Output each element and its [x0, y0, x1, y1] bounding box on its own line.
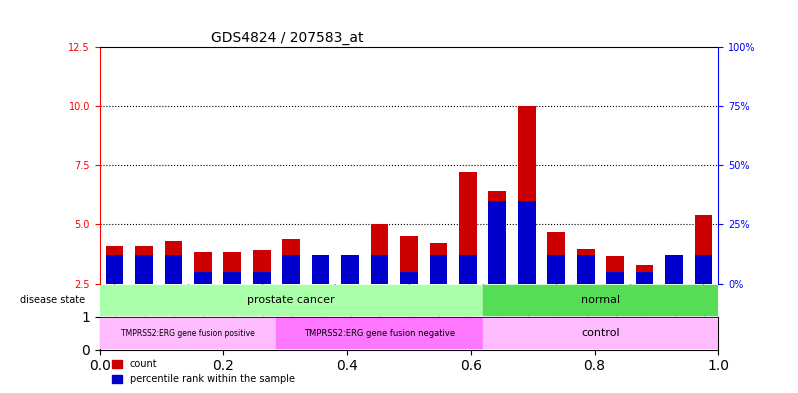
Text: control: control [581, 328, 620, 338]
Text: prostate cancer: prostate cancer [247, 295, 335, 305]
Bar [459, 255, 476, 284]
Bar [282, 239, 300, 284]
Bar [371, 224, 389, 284]
Bar [282, 255, 300, 284]
Bar [312, 255, 330, 284]
Text: normal: normal [581, 295, 620, 305]
Bar [636, 264, 654, 284]
Bar [400, 236, 418, 284]
Bar [547, 231, 565, 284]
Bar [483, 285, 718, 315]
Bar [518, 106, 535, 284]
Bar [194, 272, 211, 284]
Bar [100, 318, 276, 348]
Legend: count, percentile rank within the sample: count, percentile rank within the sample [109, 356, 299, 388]
Bar [488, 191, 506, 284]
Bar [100, 285, 483, 315]
Bar [694, 215, 713, 284]
Bar [694, 255, 713, 284]
Text: TMPRSS2:ERG gene fusion negative: TMPRSS2:ERG gene fusion negative [304, 329, 455, 338]
Bar [135, 246, 152, 284]
Bar [253, 250, 271, 284]
Bar [518, 201, 535, 284]
Bar [606, 272, 624, 284]
Bar [164, 241, 182, 284]
Bar [606, 256, 624, 284]
Bar [312, 255, 330, 284]
Bar [636, 272, 654, 284]
Bar [342, 255, 359, 284]
Bar [577, 255, 595, 284]
Bar [135, 255, 152, 284]
Bar [577, 249, 595, 284]
Bar [164, 255, 182, 284]
Bar [223, 252, 241, 284]
Text: GDS4824 / 207583_at: GDS4824 / 207583_at [211, 31, 364, 45]
Bar [429, 243, 447, 284]
Bar [276, 318, 483, 348]
Bar [666, 255, 683, 284]
Text: TMPRSS2:ERG gene fusion positive: TMPRSS2:ERG gene fusion positive [121, 329, 255, 338]
Bar [223, 272, 241, 284]
Bar [666, 259, 683, 284]
Bar [488, 201, 506, 284]
Text: disease state: disease state [20, 295, 85, 305]
Bar [105, 246, 124, 284]
Bar [105, 255, 124, 284]
Bar [459, 173, 476, 284]
Bar [483, 318, 718, 348]
Bar [371, 255, 389, 284]
Bar [253, 272, 271, 284]
Bar [429, 255, 447, 284]
Bar [400, 272, 418, 284]
Bar [547, 255, 565, 284]
Bar [194, 252, 211, 284]
Bar [342, 259, 359, 284]
